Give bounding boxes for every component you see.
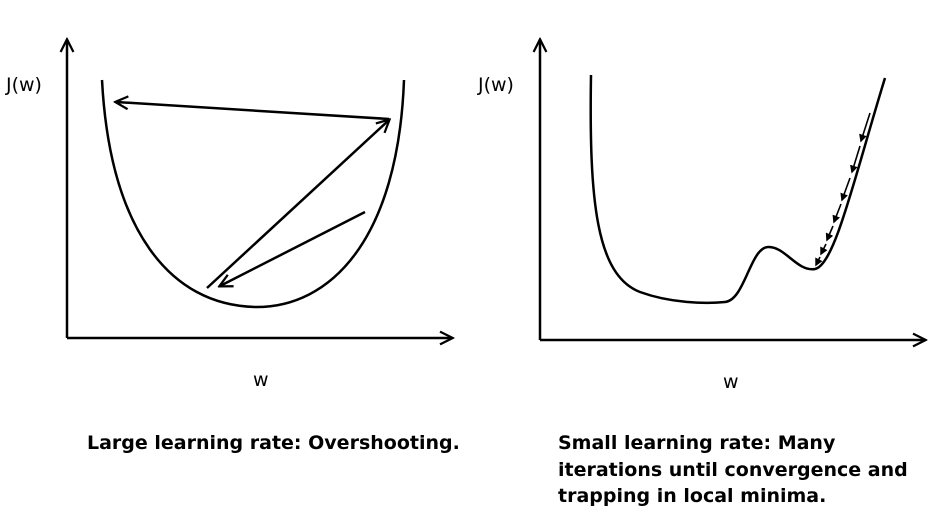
right-y-axis-label: J(w) — [478, 74, 514, 96]
left-caption: Large learning rate: Overshooting. — [87, 432, 460, 454]
left-cost-curve — [100, 79, 406, 309]
left-y-axis-label: J(w) — [6, 74, 42, 96]
left-panel — [67, 40, 452, 338]
right-small-step-5 — [825, 225, 834, 242]
left-step-arrow-1 — [220, 210, 366, 286]
right-small-step-6 — [820, 243, 828, 256]
right-small-step-4 — [832, 203, 842, 224]
right-small-steps — [815, 112, 871, 267]
right-x-axis-label: w — [723, 371, 739, 393]
left-x-axis-label: w — [253, 369, 269, 391]
right-panel — [540, 40, 925, 340]
right-small-step-7 — [815, 256, 823, 267]
left-step-arrow-2 — [206, 120, 389, 289]
right-cost-curve — [589, 74, 887, 305]
right-small-step-2 — [850, 145, 861, 174]
left-step-arrow-3 — [116, 102, 390, 121]
right-small-step-3 — [840, 177, 851, 202]
right-small-step-1 — [859, 112, 871, 143]
right-caption: Small learning rate: Many iterations unt… — [558, 432, 908, 508]
